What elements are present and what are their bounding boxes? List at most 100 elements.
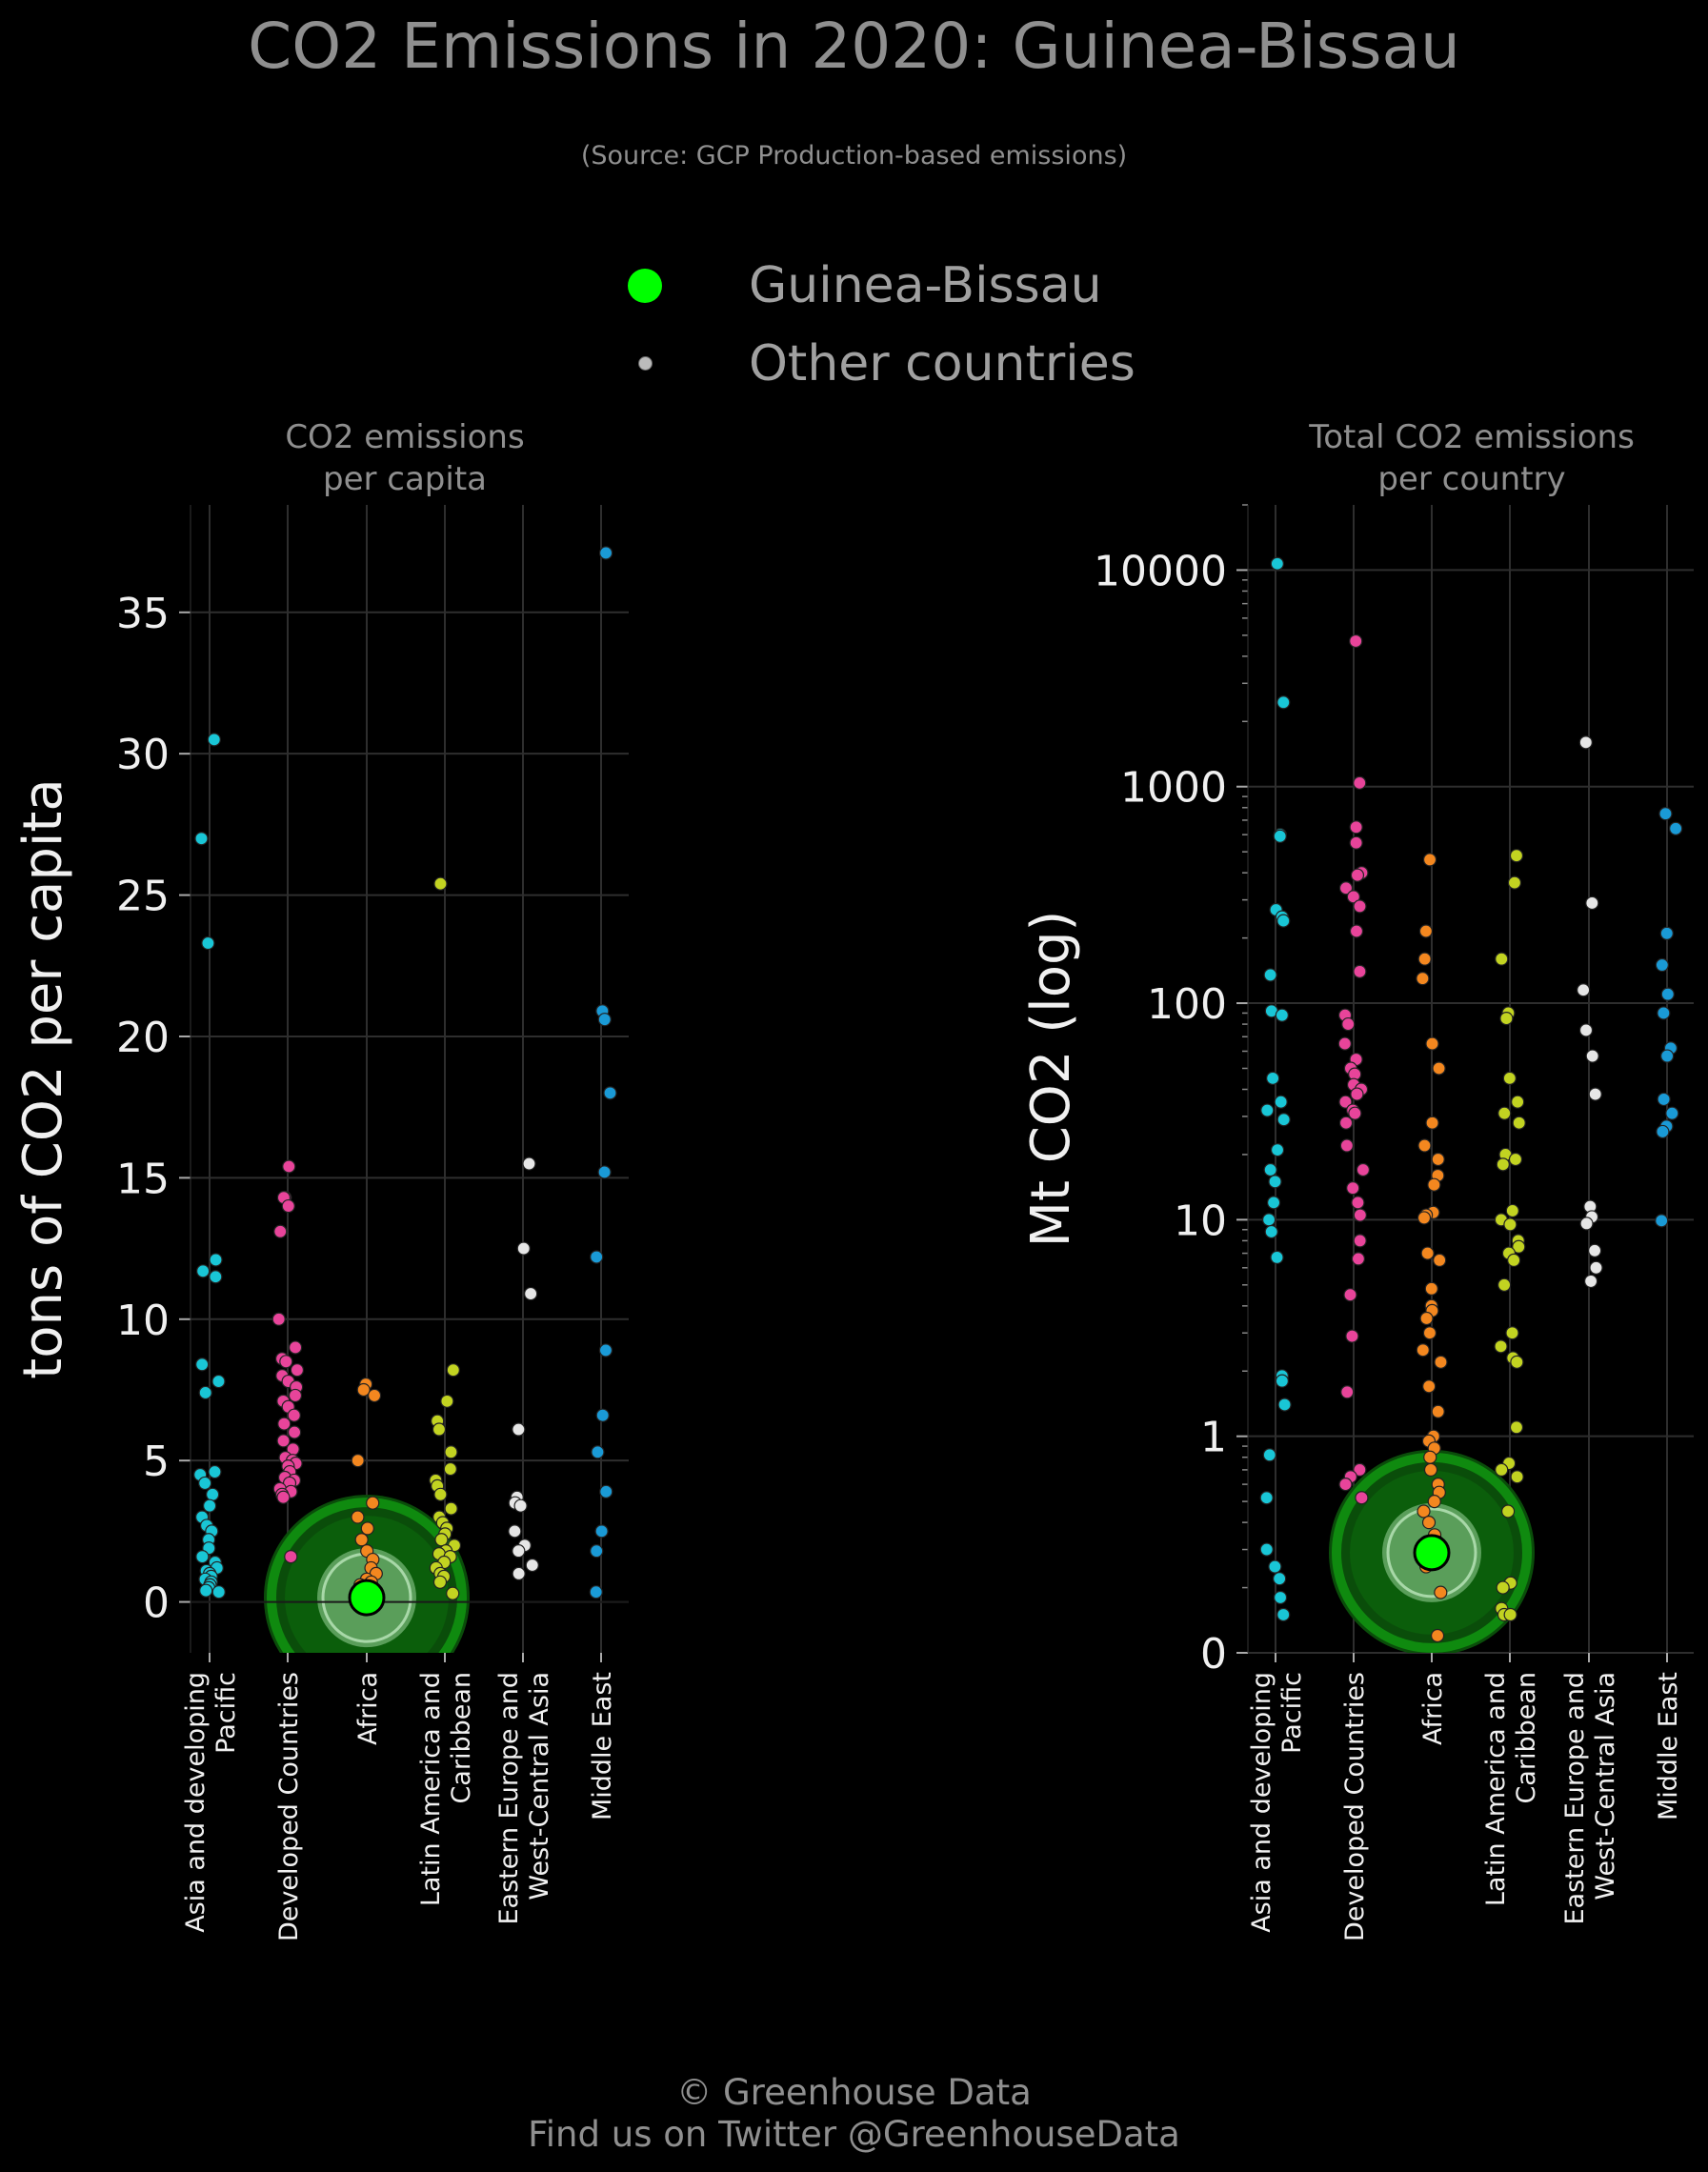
- data-point: [597, 1013, 612, 1027]
- data-point: [1266, 1071, 1280, 1085]
- data-point: [1260, 1103, 1275, 1117]
- data-point: [1579, 1217, 1594, 1231]
- data-point: [281, 1198, 295, 1214]
- x-tick-label: Pacific: [211, 1672, 241, 1754]
- data-point: [1422, 1326, 1437, 1340]
- data-point: [513, 1498, 528, 1513]
- x-tick-label: Latin America and: [416, 1672, 446, 1906]
- other-marker-icon: [638, 356, 653, 371]
- data-point: [1495, 952, 1509, 966]
- data-point: [273, 1224, 288, 1238]
- data-point: [1502, 1071, 1517, 1085]
- data-point: [1274, 1095, 1288, 1109]
- data-point: [276, 1490, 291, 1504]
- data-point: [1422, 853, 1437, 867]
- data-point: [206, 1487, 220, 1501]
- data-point: [1338, 1116, 1354, 1130]
- data-point: [209, 1270, 223, 1284]
- legend-item-highlight: Guinea-Bissau: [610, 257, 1276, 314]
- data-point: [287, 1408, 301, 1422]
- data-point: [1585, 1049, 1599, 1063]
- data-point: [1657, 1092, 1671, 1107]
- data-point: [443, 1461, 457, 1477]
- data-point: [1417, 1211, 1432, 1225]
- data-point: [366, 1496, 380, 1510]
- data-point: [1346, 1181, 1360, 1196]
- y-tick-label: 25: [116, 873, 170, 921]
- data-point: [1416, 972, 1430, 986]
- data-point: [1583, 1274, 1598, 1289]
- highlight-point: [1413, 1534, 1451, 1572]
- data-point: [590, 1250, 604, 1264]
- data-point: [1355, 1491, 1369, 1505]
- data-point: [284, 1549, 298, 1564]
- data-point: [288, 1340, 303, 1355]
- data-point: [1338, 1095, 1353, 1109]
- data-point: [1351, 1196, 1365, 1210]
- data-point: [1273, 1572, 1287, 1586]
- y-tick-label: 0: [1200, 1630, 1227, 1679]
- highlight-marker-icon: [628, 269, 662, 303]
- data-point: [201, 935, 215, 951]
- data-point: [1512, 1116, 1526, 1130]
- data-point: [1338, 1478, 1353, 1492]
- footer: © Greenhouse Data Find us on Twitter @Gr…: [0, 2072, 1708, 2156]
- data-point: [516, 1241, 531, 1256]
- data-point: [1348, 1106, 1362, 1120]
- data-point: [1276, 1113, 1291, 1127]
- data-point: [1340, 1385, 1355, 1399]
- data-point: [1430, 1628, 1445, 1643]
- data-point: [1508, 1152, 1523, 1167]
- data-point: [1417, 1504, 1431, 1518]
- data-point: [1419, 1311, 1434, 1326]
- data-point: [1655, 957, 1669, 973]
- y-tick-label: 10000: [1094, 547, 1227, 595]
- data-point: [196, 1264, 211, 1278]
- data-point: [1346, 890, 1360, 904]
- data-point: [1578, 1023, 1594, 1037]
- x-tick-label: Middle East: [588, 1672, 617, 1820]
- data-point: [1350, 1087, 1364, 1101]
- data-point: [1507, 1253, 1521, 1267]
- data-point: [446, 1363, 460, 1378]
- data-point: [1273, 1590, 1288, 1605]
- data-point: [1660, 987, 1675, 1001]
- x-tick-label: West-Central Asia: [1591, 1672, 1620, 1900]
- data-point: [1418, 924, 1434, 938]
- data-point: [1262, 1448, 1276, 1462]
- data-point: [1669, 821, 1683, 835]
- data-point: [1432, 1061, 1446, 1076]
- data-point: [1276, 1607, 1291, 1622]
- footer-copyright: © Greenhouse Data: [676, 2072, 1032, 2113]
- data-point: [1656, 1124, 1670, 1139]
- data-point: [1416, 1343, 1430, 1358]
- data-point: [1588, 1087, 1602, 1101]
- data-point: [1268, 1559, 1282, 1574]
- data-point: [1349, 634, 1363, 649]
- data-point: [1350, 868, 1365, 882]
- data-point: [1423, 1462, 1438, 1477]
- data-point: [512, 1422, 526, 1437]
- data-point: [598, 546, 613, 560]
- data-point: [1665, 1106, 1679, 1120]
- data-point: [288, 1388, 303, 1403]
- data-point: [1277, 1398, 1292, 1412]
- data-point: [1275, 1008, 1289, 1022]
- y-tick-label: 5: [143, 1438, 170, 1486]
- data-point: [276, 1434, 291, 1448]
- data-point: [1420, 1246, 1435, 1260]
- data-point: [195, 1549, 210, 1564]
- data-point: [1337, 1036, 1352, 1051]
- data-point: [1497, 1277, 1512, 1292]
- data-point: [1427, 1177, 1441, 1192]
- data-point: [1434, 1585, 1448, 1599]
- data-point: [1512, 1239, 1526, 1254]
- data-point: [1263, 1162, 1277, 1177]
- data-point: [1276, 695, 1291, 710]
- data-point: [1353, 1208, 1367, 1222]
- data-point: [1356, 1162, 1371, 1177]
- data-point: [1353, 899, 1367, 914]
- data-point: [1433, 1253, 1447, 1267]
- data-point: [1425, 1116, 1439, 1130]
- data-point: [1270, 1250, 1284, 1265]
